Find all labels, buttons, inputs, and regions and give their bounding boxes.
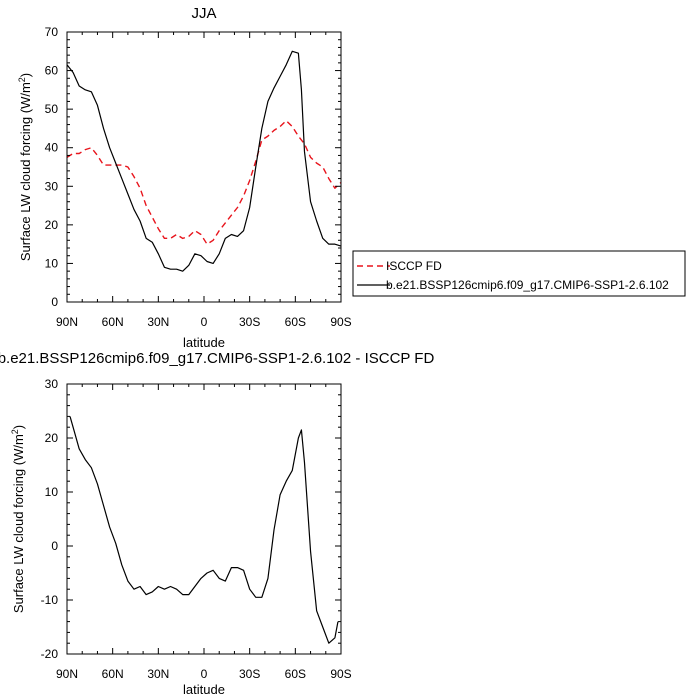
y-tick-label: 60: [45, 64, 59, 78]
series-line-0: [69, 416, 339, 644]
x-tick-label: 90N: [56, 667, 78, 681]
chart-jja-top: JJA Surface LW cloud forcing (W/m2) lati…: [17, 5, 352, 350]
legend-label-isccp: ISCCP FD: [386, 259, 442, 273]
y-tick-label: -10: [41, 593, 59, 607]
y-tick-label: 70: [45, 25, 59, 39]
legend-box: [352, 250, 686, 297]
x-tick-label: 90N: [56, 315, 78, 329]
y-tick-label: 40: [45, 141, 59, 155]
legend: ISCCP FD b.e21.BSSP126cmip6.f09_g17.CMIP…: [352, 250, 686, 297]
chart-title: b.e21.BSSP126cmip6.f09_g17.CMIP6-SSP1-2.…: [0, 350, 434, 367]
y-axis-label: Surface LW cloud forcing (W/m2): [10, 425, 26, 613]
y-axis-label: Surface LW cloud forcing (W/m2): [17, 73, 33, 261]
series-line-1: [66, 50, 342, 272]
y-tick-label: 0: [51, 539, 58, 553]
x-tick-label: 60N: [102, 667, 124, 681]
x-tick-label: 30N: [147, 667, 169, 681]
chart-difference-bottom: b.e21.BSSP126cmip6.f09_g17.CMIP6-SSP1-2.…: [0, 350, 434, 697]
series-line-0: [66, 120, 342, 245]
legend-label-model: b.e21.BSSP126cmip6.f09_g17.CMIP6-SSP1-2.…: [386, 278, 669, 292]
y-tick-label: 50: [45, 102, 59, 116]
chart-title: JJA: [191, 5, 216, 22]
x-axis-label: latitude: [183, 682, 225, 697]
y-tick-label: 30: [45, 377, 59, 391]
x-tick-label: 30S: [239, 667, 260, 681]
x-tick-label: 30N: [147, 315, 169, 329]
y-tick-label: 30: [45, 179, 59, 193]
plot-frame: [66, 383, 342, 655]
y-tick-label: 0: [51, 295, 58, 309]
y-tick-label: 10: [45, 256, 59, 270]
y-tick-label: 10: [45, 485, 59, 499]
x-tick-label: 60S: [285, 315, 306, 329]
x-tick-label: 30S: [239, 315, 260, 329]
x-tick-label: 60N: [102, 315, 124, 329]
x-tick-label: 60S: [285, 667, 306, 681]
x-tick-label: 0: [201, 315, 208, 329]
x-tick-label: 90S: [330, 667, 351, 681]
x-axis-label: latitude: [183, 335, 225, 350]
y-tick-label: 20: [45, 218, 59, 232]
y-tick-label: -20: [41, 647, 59, 661]
x-tick-label: 0: [201, 667, 208, 681]
x-tick-label: 90S: [330, 315, 351, 329]
plot-area: -20 -10 0 10 20 30 90N 60N 30N 0 30S 60S 90S: [41, 377, 352, 681]
y-tick-label: 20: [45, 431, 59, 445]
plot-area: 0 10 20 30 40 50 60 70 90N 60N 30N 0 30S 60S 90S: [45, 25, 352, 329]
